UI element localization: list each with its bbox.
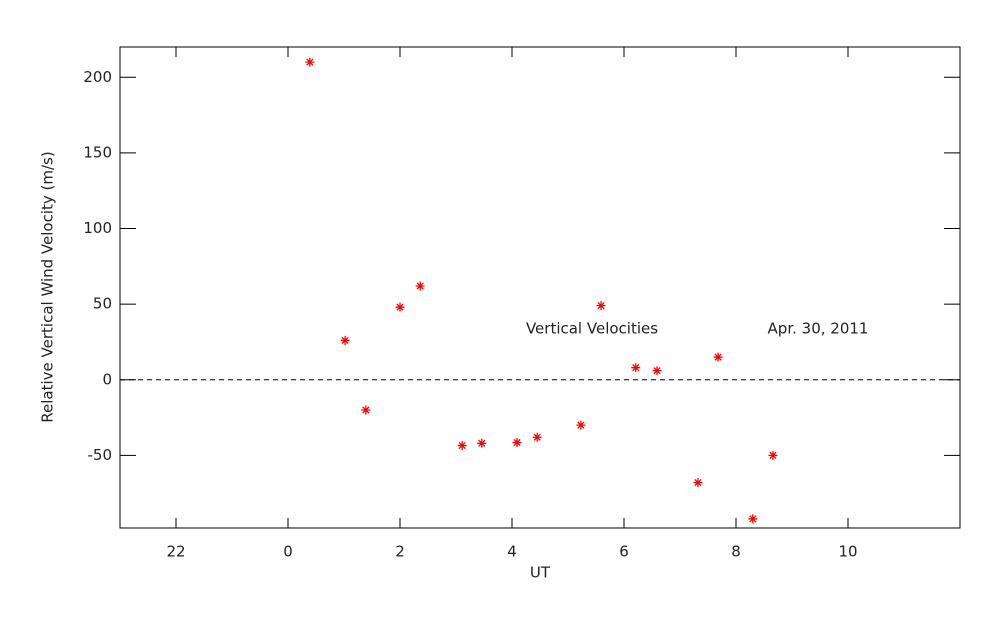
point bbox=[395, 302, 405, 312]
annotation: Vertical Velocities bbox=[526, 320, 658, 338]
x-tick-label: 4 bbox=[507, 543, 517, 561]
x-axis-label: UT bbox=[530, 564, 551, 582]
point bbox=[305, 57, 315, 67]
x-tick-label: 6 bbox=[619, 543, 629, 561]
point bbox=[340, 335, 350, 345]
x-tick-label: 8 bbox=[731, 543, 741, 561]
point bbox=[576, 420, 586, 430]
point bbox=[768, 450, 778, 460]
y-tick-label: 50 bbox=[93, 295, 112, 313]
y-tick-label: 0 bbox=[102, 370, 112, 388]
point bbox=[415, 281, 425, 291]
point bbox=[512, 438, 522, 448]
point bbox=[652, 366, 662, 376]
point bbox=[596, 301, 606, 311]
point bbox=[693, 478, 703, 488]
y-tick-label: -50 bbox=[88, 446, 113, 464]
y-axis-label: Relative Vertical Wind Velocity (m/s) bbox=[39, 151, 57, 422]
point bbox=[631, 363, 641, 373]
point bbox=[457, 441, 467, 451]
x-tick-label: 2 bbox=[395, 543, 405, 561]
plot-frame bbox=[119, 46, 961, 529]
point bbox=[748, 514, 758, 524]
point bbox=[477, 438, 487, 448]
x-tick-label: 22 bbox=[166, 543, 185, 561]
point bbox=[361, 405, 371, 415]
y-tick-label: 150 bbox=[83, 143, 112, 161]
point bbox=[532, 432, 542, 442]
x-tick-label: 10 bbox=[838, 543, 857, 561]
point bbox=[713, 352, 723, 362]
y-tick-label: 200 bbox=[83, 68, 112, 86]
annotation: Apr. 30, 2011 bbox=[768, 320, 869, 338]
x-tick-label: 0 bbox=[283, 543, 293, 561]
y-tick-label: 100 bbox=[83, 219, 112, 237]
